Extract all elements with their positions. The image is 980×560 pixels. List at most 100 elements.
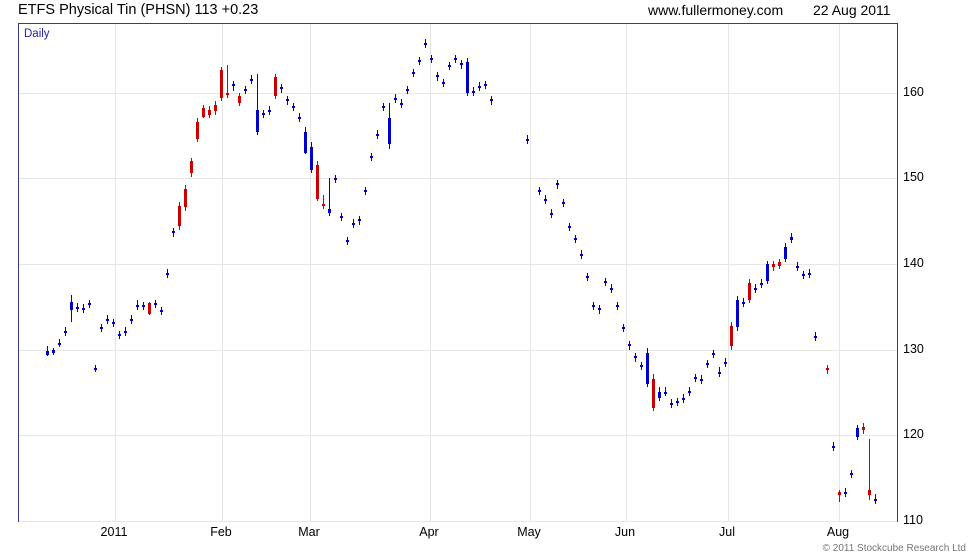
candle-body — [640, 365, 643, 368]
chart-plot-area: Daily — [18, 23, 898, 522]
candle-body — [862, 426, 865, 431]
candle-body — [646, 353, 649, 384]
candle-body — [376, 133, 379, 136]
candle-body — [568, 226, 571, 229]
candle-body — [850, 473, 853, 475]
candle-body — [694, 377, 697, 380]
candle-body — [412, 71, 415, 74]
candle-body — [322, 203, 325, 206]
gridline-horizontal — [19, 264, 897, 265]
candle-body — [586, 275, 589, 278]
candle-body — [226, 92, 229, 95]
gridline-vertical — [430, 24, 431, 521]
candle-body — [64, 330, 67, 333]
candle-body — [736, 299, 739, 328]
candle-body — [286, 99, 289, 102]
candle-body — [838, 491, 841, 496]
candle-body — [46, 351, 49, 355]
candle-body — [712, 353, 715, 356]
candle-body — [472, 90, 475, 93]
gridline-horizontal — [19, 350, 897, 351]
candle-body — [724, 361, 727, 364]
candle-body — [526, 138, 529, 141]
candle-body — [100, 327, 103, 330]
candle-body — [82, 308, 85, 311]
candle-body — [796, 265, 799, 268]
candle-body — [406, 89, 409, 92]
candle-body — [610, 287, 613, 290]
candle-body — [268, 109, 271, 112]
gridline-vertical — [115, 24, 116, 521]
candle-body — [76, 306, 79, 309]
candle-body — [808, 272, 811, 275]
candle-body — [730, 325, 733, 347]
candle-body — [112, 322, 115, 325]
candle-wick — [95, 365, 96, 372]
candle-body — [208, 109, 211, 115]
candle-body — [670, 402, 673, 405]
candle-body — [772, 263, 775, 268]
candle-body — [304, 131, 307, 153]
x-axis-tick-label: Apr — [419, 525, 439, 539]
gridline-vertical — [530, 24, 531, 521]
candle-body — [700, 378, 703, 381]
candle-body — [364, 190, 367, 193]
candle-body — [778, 262, 781, 266]
candle-body — [352, 222, 355, 225]
candle-body — [394, 97, 397, 100]
candle-body — [628, 344, 631, 347]
candle-wick — [839, 490, 840, 503]
candle-body — [754, 287, 757, 290]
candle-body — [370, 155, 373, 158]
candle-body — [424, 42, 427, 45]
candle-body — [598, 308, 601, 311]
candle-body — [238, 95, 241, 103]
candle-body — [250, 78, 253, 81]
candle-body — [448, 65, 451, 68]
candle-body — [562, 202, 565, 205]
candle-body — [52, 350, 55, 354]
candle-body — [388, 118, 391, 144]
candle-body — [400, 102, 403, 105]
candle-body — [652, 378, 655, 408]
chart-frequency-label: Daily — [24, 28, 50, 40]
candle-body — [742, 301, 745, 304]
candle-body — [604, 281, 607, 284]
candle-body — [418, 59, 421, 62]
candle-body — [160, 310, 163, 313]
candle-body — [802, 274, 805, 277]
candle-body — [292, 106, 295, 109]
candle-body — [58, 342, 61, 345]
gridline-vertical — [626, 24, 627, 521]
candle-wick — [323, 195, 324, 210]
header: ETFS Physical Tin (PHSN) 113 +0.23 www.f… — [0, 0, 980, 22]
x-axis-tick-label: Mar — [298, 525, 320, 539]
candle-body — [592, 305, 595, 308]
candle-body — [280, 87, 283, 90]
candle-body — [748, 282, 751, 300]
candle-body — [88, 303, 91, 306]
gridline-vertical — [839, 24, 840, 521]
chart-date: 22 Aug 2011 — [813, 2, 891, 18]
candle-body — [676, 401, 679, 404]
x-axis-tick-label: Jun — [614, 525, 636, 539]
candle-body — [256, 109, 259, 132]
candle-body — [358, 219, 361, 222]
candle-body — [106, 318, 109, 321]
y-axis-tick-label: 150 — [903, 170, 924, 185]
gridline-vertical — [728, 24, 729, 521]
candle-body — [334, 178, 337, 181]
candle-body — [172, 231, 175, 234]
candle-body — [436, 75, 439, 78]
candle-body — [154, 303, 157, 306]
candle-body — [616, 305, 619, 308]
candle-body — [202, 107, 205, 117]
candle-body — [718, 371, 721, 374]
candle-body — [874, 498, 877, 501]
candle-body — [706, 363, 709, 366]
candle-body — [484, 83, 487, 86]
candle-body — [682, 397, 685, 400]
gridline-horizontal — [19, 178, 897, 179]
candle-body — [190, 161, 193, 174]
candle-body — [298, 116, 301, 119]
